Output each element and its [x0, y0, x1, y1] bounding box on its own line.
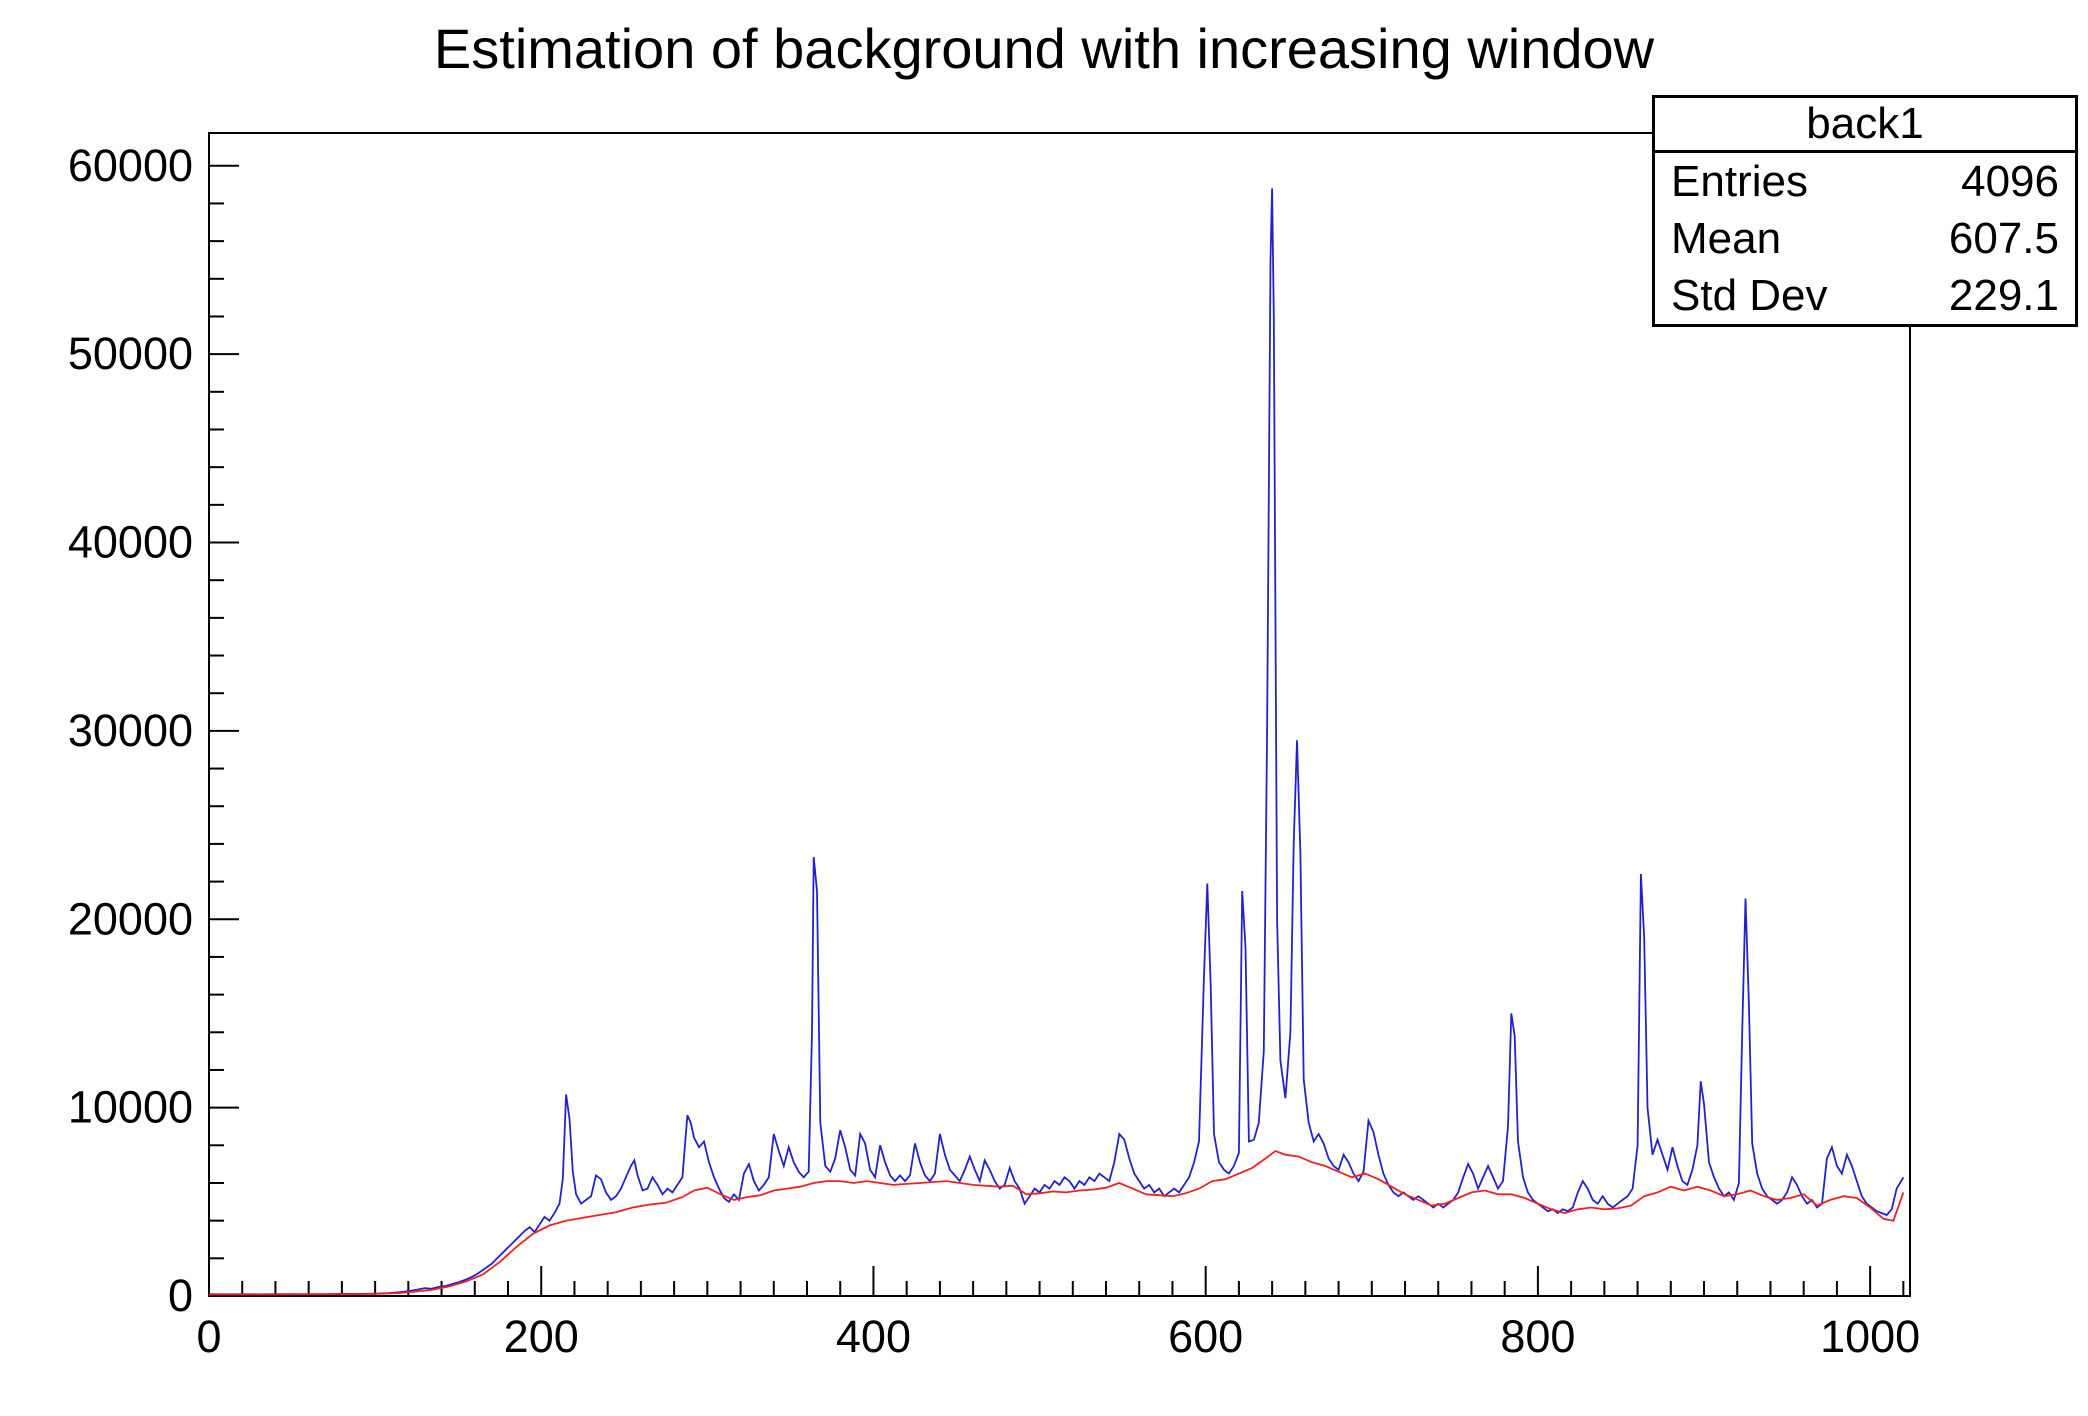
stats-row: Entries 4096: [1655, 153, 2075, 210]
x-tick-label: 400: [836, 1311, 911, 1362]
y-tick-label: 20000: [68, 893, 193, 944]
stats-row: Mean 607.5: [1655, 210, 2075, 267]
y-axis-ticks: [209, 164, 239, 1297]
x-tick-label: 1000: [1820, 1311, 1920, 1362]
stats-row-label: Entries: [1671, 157, 1808, 206]
y-tick-label: 40000: [68, 517, 193, 568]
series-spectrum-line: [208, 188, 1905, 1296]
stats-row-value: 4096: [1961, 157, 2059, 206]
y-tick-label: 50000: [68, 328, 193, 379]
y-tick-label: 30000: [68, 705, 193, 756]
series-background-line: [209, 1149, 1905, 1296]
stats-row-label: Std Dev: [1671, 271, 1828, 320]
x-axis-ticks: [208, 1266, 1905, 1296]
plot-frame: [208, 132, 1911, 1297]
stats-box: back1 Entries 4096 Mean 607.5 Std Dev 229.1: [1652, 95, 2078, 327]
y-axis-labels: 0 10000 20000 30000 40000 50000 60000: [68, 140, 193, 1321]
y-tick-label: 10000: [68, 1082, 193, 1133]
x-tick-label: 200: [504, 1311, 579, 1362]
stats-row-value: 229.1: [1948, 271, 2059, 320]
stats-row-label: Mean: [1671, 214, 1782, 263]
x-tick-label: 0: [196, 1311, 221, 1362]
y-tick-label: 60000: [68, 140, 193, 191]
x-tick-label: 600: [1168, 1311, 1243, 1362]
x-tick-label: 800: [1500, 1311, 1575, 1362]
stats-box-title: back1: [1655, 98, 2075, 153]
stats-row: Std Dev 229.1: [1655, 267, 2075, 324]
x-axis-labels: 0 200 400 600 800 1000: [196, 1311, 1920, 1362]
y-tick-label: 0: [168, 1270, 193, 1321]
stats-row-value: 607.5: [1948, 214, 2059, 263]
chart-title: Estimation of background with increasing…: [433, 17, 1655, 80]
stats-box-rows: Entries 4096 Mean 607.5 Std Dev 229.1: [1655, 153, 2075, 324]
